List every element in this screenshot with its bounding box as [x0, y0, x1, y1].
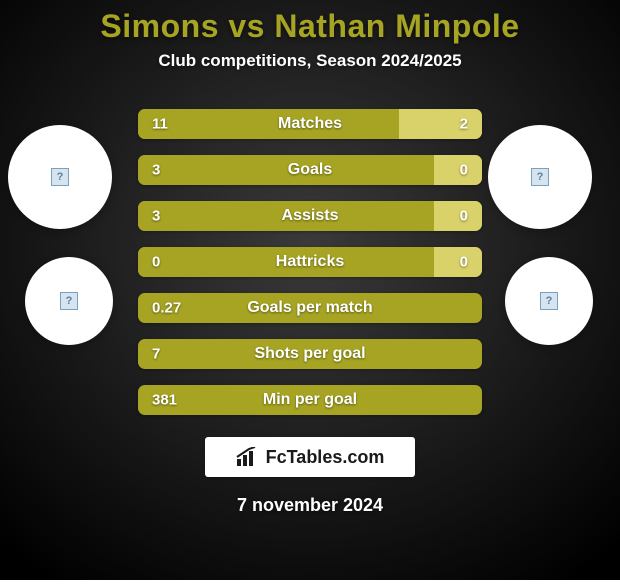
stat-value-right: 2 — [460, 116, 468, 133]
stat-label: Goals — [288, 161, 332, 179]
placeholder-icon — [540, 292, 558, 310]
stat-row: Matches 11 2 — [138, 109, 482, 139]
stat-bar-left — [138, 155, 434, 185]
stat-label: Shots per goal — [254, 345, 365, 363]
player-left-avatar-primary — [8, 125, 112, 229]
stat-value-left: 381 — [152, 392, 177, 409]
stat-value-left: 7 — [152, 346, 160, 363]
stat-value-left: 0 — [152, 254, 160, 271]
footer-date: 7 november 2024 — [0, 495, 620, 516]
stat-row: Shots per goal 7 — [138, 339, 482, 369]
player-right-avatar-primary — [488, 125, 592, 229]
stat-value-left: 11 — [152, 116, 168, 133]
bar-chart-icon — [236, 447, 260, 467]
stat-row: Goals 3 0 — [138, 155, 482, 185]
stat-label: Assists — [282, 207, 339, 225]
placeholder-icon — [531, 168, 549, 186]
player-left-avatar-secondary — [25, 257, 113, 345]
page-subtitle: Club competitions, Season 2024/2025 — [0, 51, 620, 71]
stat-bar-right — [434, 247, 482, 277]
stat-row: Hattricks 0 0 — [138, 247, 482, 277]
stat-value-right: 0 — [460, 254, 468, 271]
stat-label: Min per goal — [263, 391, 357, 409]
placeholder-icon — [51, 168, 69, 186]
stat-row: Goals per match 0.27 — [138, 293, 482, 323]
stat-bar-right — [434, 201, 482, 231]
stat-bar-right — [399, 109, 482, 139]
placeholder-icon — [60, 292, 78, 310]
stat-label: Matches — [278, 115, 342, 133]
stat-value-left: 0.27 — [152, 300, 181, 317]
content: Simons vs Nathan Minpole Club competitio… — [0, 0, 620, 580]
stat-bar-left — [138, 109, 399, 139]
stat-label: Hattricks — [276, 253, 344, 271]
fctables-logo: FcTables.com — [205, 437, 415, 477]
page-title: Simons vs Nathan Minpole — [0, 8, 620, 45]
stat-row: Min per goal 381 — [138, 385, 482, 415]
stat-value-left: 3 — [152, 208, 160, 225]
stat-value-right: 0 — [460, 208, 468, 225]
logo-text: FcTables.com — [266, 447, 385, 468]
stat-label: Goals per match — [247, 299, 372, 317]
player-right-avatar-secondary — [505, 257, 593, 345]
stat-value-right: 0 — [460, 162, 468, 179]
stat-bar-right — [434, 155, 482, 185]
stat-value-left: 3 — [152, 162, 160, 179]
comparison-bars: Matches112Goals30Assists30Hattricks00Goa… — [138, 109, 482, 415]
stat-row: Assists 3 0 — [138, 201, 482, 231]
